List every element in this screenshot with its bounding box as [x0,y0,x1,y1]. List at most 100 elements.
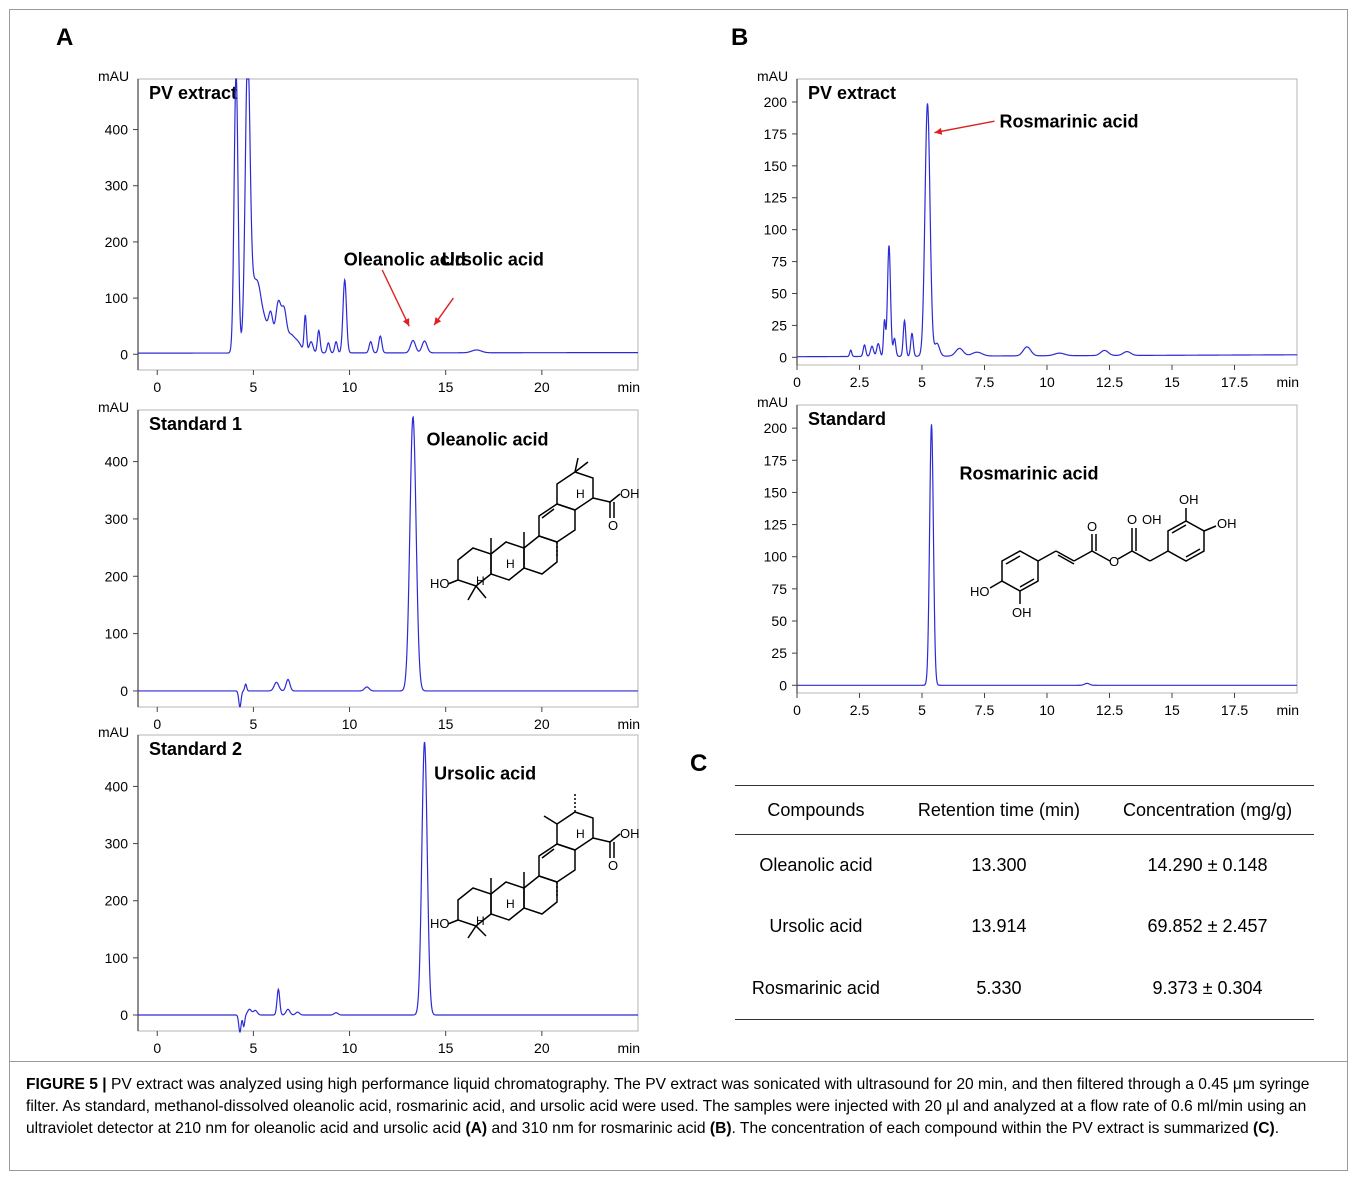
x-tick-label: 17.5 [1221,702,1248,718]
table-header-retention: Retention time (min) [896,785,1102,835]
y-axis-label: mAU [98,399,129,415]
y-tick-label: 100 [105,950,129,966]
table-cell: 69.852 ± 2.457 [1147,916,1268,936]
caption-text-1: PV extract was analyzed using high perfo… [26,1076,1310,1137]
ros-o-label-3: O [1109,554,1119,569]
x-axis-unit-label: min [1276,702,1299,718]
urs-h-label-2: H [506,897,515,911]
y-tick-label: 125 [764,517,788,533]
y-tick-label: 300 [105,511,129,527]
table-cell: Ursolic acid [769,916,863,936]
x-tick-label: 10 [342,1040,358,1056]
chromatogram-b-pv-extract: 0 25 50 75 100 125 150 175 200 0 2.5 5 7.5 10 12.5 15 17… [757,68,1299,390]
x-axis-unit-label: min [1276,374,1299,390]
y-tick-label: 25 [771,645,787,661]
chart-title: Standard 1 [149,414,242,434]
y-tick-label: 0 [779,349,787,365]
x-tick-label: 15 [438,379,454,395]
x-tick-label: 5 [249,1040,257,1056]
rosmarinic-acid-structure: O O O OH OH OH OH HO [970,492,1237,620]
urs-h-label-3: H [476,914,485,928]
x-tick-label: 0 [153,379,161,395]
peak-annotation: Rosmarinic acid [960,464,1099,484]
x-tick-label: 2.5 [850,702,870,718]
table-cell: 5.330 [896,957,1102,1020]
y-axis-label: mAU [98,724,129,740]
ole-h-label-2: H [506,557,515,571]
y-tick-label: 300 [105,836,129,852]
table-cell: Rosmarinic acid [735,957,897,1020]
y-tick-label: 50 [771,286,787,302]
x-tick-label: 5 [918,702,926,718]
table-header-compounds: Compounds [735,785,897,835]
ole-o-label: O [608,518,618,533]
y-tick-label: 200 [764,420,788,436]
x-tick-label: 10 [1039,702,1055,718]
ole-oh-label: OH [620,486,640,501]
y-axis-label: mAU [98,68,129,84]
y-tick-label: 400 [105,454,129,470]
y-tick-label: 100 [764,222,788,238]
urs-h-label-1: H [576,827,585,841]
panel-label-a: A [56,24,74,51]
y-tick-label: 50 [771,613,787,629]
ros-oh-label-1: OH [1142,512,1162,527]
x-tick-label: 20 [534,1040,550,1056]
caption-ref-b: (B) [709,1120,732,1137]
annotation-arrow-head [402,318,410,327]
x-tick-label: 15 [438,1040,454,1056]
ros-oh-label-3: OH [1217,516,1237,531]
caption-ref-c: (C) [1253,1120,1275,1137]
ursolic-acid-structure: OH O HO H H H [430,794,640,939]
caption-ref-a: (A) [465,1120,488,1137]
table-cell: 14.290 ± 0.148 [1147,855,1268,875]
x-tick-label: 10 [342,379,358,395]
chromatogram-a-pv-extract: 0 100 200 300 400 0 5 10 15 20 mAU min PV extract Ole… [98,68,640,395]
x-tick-label: 10 [342,716,358,732]
y-tick-label: 100 [764,549,788,565]
chart-title: Standard 2 [149,739,242,759]
annotation-arrow-head [434,317,442,326]
chart-title: PV extract [808,83,896,103]
y-tick-label: 175 [764,126,788,142]
y-tick-label: 0 [779,677,787,693]
y-tick-label: 400 [105,122,129,138]
x-tick-label: 12.5 [1096,702,1123,718]
x-tick-label: 20 [534,716,550,732]
y-tick-label: 400 [105,778,129,794]
caption-text-2: and 310 nm for rosmarinic acid [487,1120,710,1137]
urs-o-label: O [608,858,618,873]
y-tick-label: 100 [105,290,129,306]
y-axis-label: mAU [757,394,788,410]
table-header-concentration: Concentration (mg/g) [1101,785,1314,835]
x-tick-label: 0 [153,1040,161,1056]
y-tick-label: 150 [764,484,788,500]
table-cell: 9.373 ± 0.304 [1101,957,1314,1020]
caption-text-4: . [1274,1120,1280,1137]
y-tick-label: 200 [105,893,129,909]
peak-annotation: Oleanolic acid [426,430,548,450]
x-tick-label: 7.5 [975,702,995,718]
x-tick-label: 2.5 [850,374,870,390]
peak-annotation: Rosmarinic acid [1000,112,1139,132]
x-tick-label: 0 [793,702,801,718]
caption-label: FIGURE 5 | [26,1076,107,1093]
x-tick-label: 12.5 [1096,374,1123,390]
x-tick-label: 15 [1164,702,1180,718]
x-tick-label: 5 [918,374,926,390]
table-header-row: Compounds Retention time (min) Concentra… [735,785,1314,835]
panel-label-b: B [731,24,749,51]
x-tick-label: 0 [793,374,801,390]
annotation-arrow-head [934,127,943,135]
annotation-arrow-line [381,269,410,327]
annotation-arrow-line [934,120,995,134]
y-tick-label: 75 [771,581,787,597]
table-cell: 13.914 [971,916,1027,936]
plot-frame [137,78,639,371]
chromatogram-trace [797,103,1298,358]
ros-o-label-2: O [1127,512,1137,527]
y-tick-label: 75 [771,254,787,270]
x-tick-label: 5 [249,379,257,395]
compound-table: Compounds Retention time (min) Concentra… [735,785,1314,1020]
y-tick-label: 0 [120,683,128,699]
